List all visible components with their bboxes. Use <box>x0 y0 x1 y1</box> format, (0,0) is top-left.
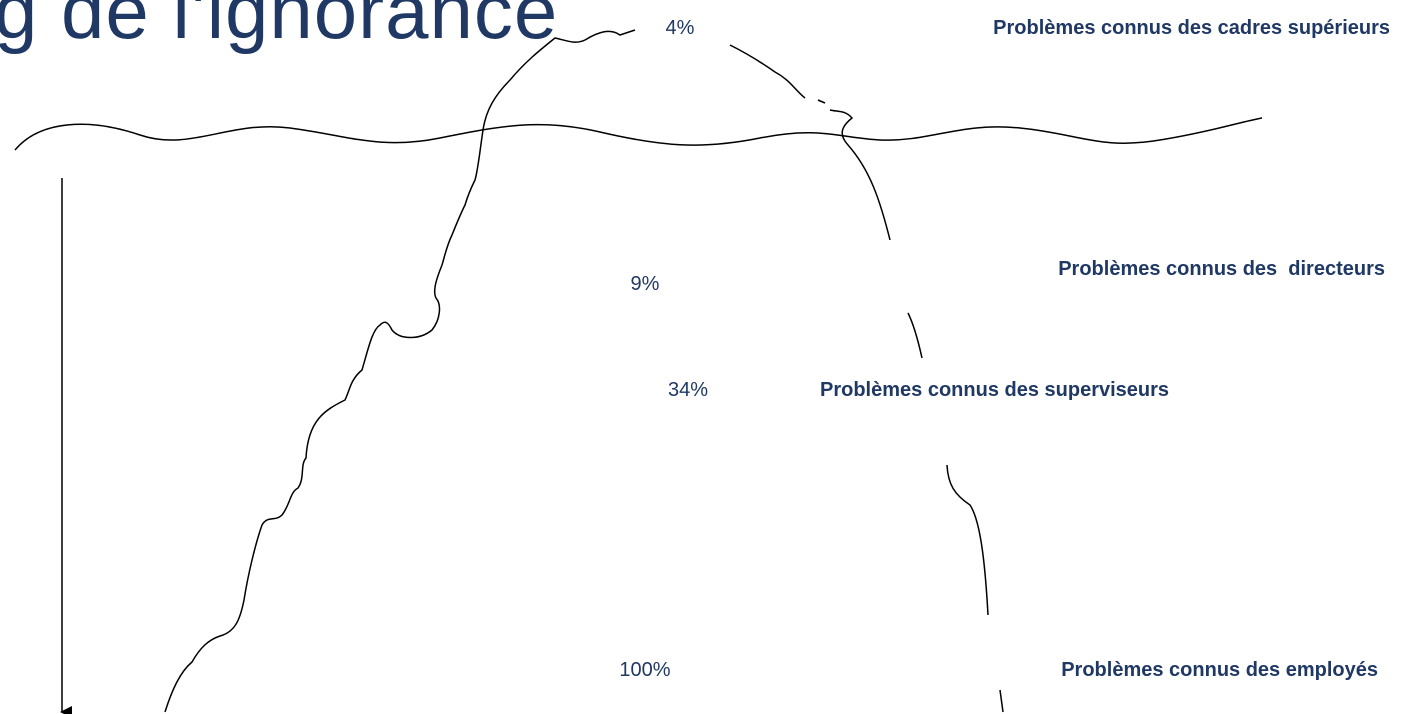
title: g de l'ignorance <box>0 0 558 55</box>
iceberg-right-edge <box>730 45 890 240</box>
iceberg-right-edge <box>947 465 988 615</box>
iceberg-diagram: g de l'ignorance 4% Problèmes connus des… <box>0 0 1406 714</box>
percent: 9% <box>631 273 660 295</box>
level-label: Problèmes connus des employés <box>1061 659 1378 681</box>
percent: 100% <box>619 659 670 681</box>
level-label: Problèmes connus des directeurs <box>1058 258 1385 280</box>
iceberg-left-edge <box>165 30 635 712</box>
water-line <box>15 118 1262 150</box>
level-label: Problèmes connus des superviseurs <box>820 379 1169 401</box>
percent: 4% <box>666 17 695 39</box>
percent: 34% <box>668 379 708 401</box>
level-label: Problèmes connus des cadres supérieurs <box>993 17 1390 39</box>
iceberg-right-edge <box>908 313 922 358</box>
iceberg-right-edge <box>1000 690 1003 712</box>
page: g de l'ignorance 4% Problèmes connus des… <box>0 0 1406 714</box>
